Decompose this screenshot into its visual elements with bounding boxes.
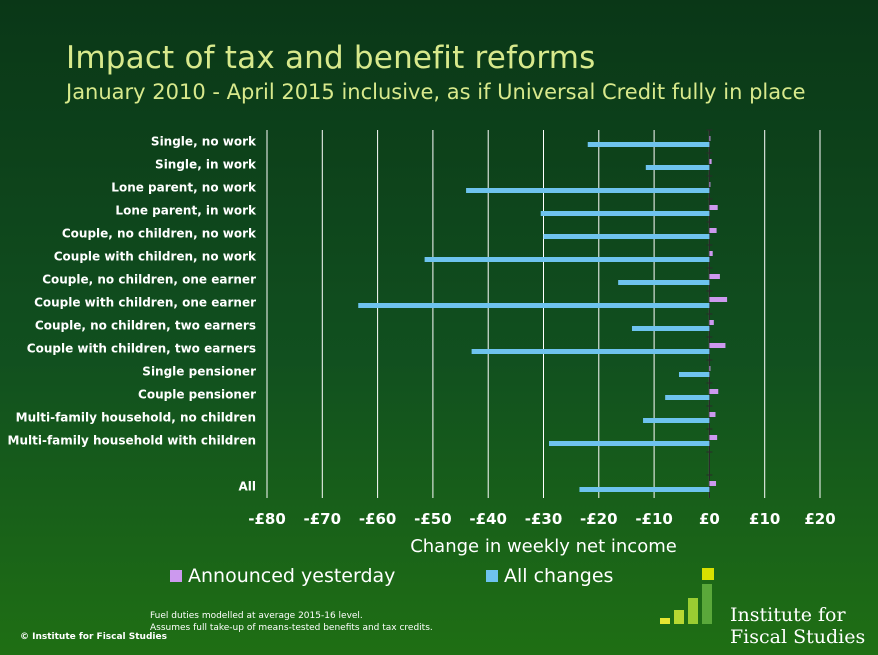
category-label: Couple with children, no work xyxy=(54,250,257,264)
bar-announced-yesterday xyxy=(709,251,713,256)
bar-all-changes xyxy=(471,349,710,354)
bar-announced-yesterday xyxy=(709,412,716,417)
x-tick-label: £0 xyxy=(699,510,720,528)
x-tick-label: £20 xyxy=(804,510,835,528)
bar-announced-yesterday xyxy=(709,136,711,141)
bar-all-changes xyxy=(466,188,710,193)
bar-announced-yesterday xyxy=(709,297,728,302)
bar-announced-yesterday xyxy=(709,228,717,233)
bar-announced-yesterday xyxy=(709,320,714,325)
legend-item-announced-yesterday: Announced yesterday xyxy=(170,565,395,587)
category-label: Couple pensioner xyxy=(138,388,256,402)
organization-name-line2: Fiscal Studies xyxy=(730,626,866,648)
category-label: All xyxy=(238,480,256,494)
organization-name: Institute for Fiscal Studies xyxy=(730,604,865,648)
x-tick-label: -£30 xyxy=(525,510,563,528)
legend-label-all-changes: All changes xyxy=(504,565,614,587)
category-label: Couple, no children, two earners xyxy=(35,319,256,333)
bar-all-changes xyxy=(665,395,710,400)
bar-announced-yesterday xyxy=(709,343,726,348)
bar-all-changes xyxy=(579,487,710,492)
x-tick-label: -£70 xyxy=(304,510,342,528)
bar-all-changes xyxy=(358,303,710,308)
category-label: Single pensioner xyxy=(142,365,256,379)
category-label: Couple, no children, no work xyxy=(62,227,257,241)
bar-all-changes xyxy=(587,142,710,147)
bar-chart: -£80 -£70 -£60 -£50 -£40 -£30 -£20 -£10 £0 £10 £20… xyxy=(8,129,835,557)
category-label: Couple, no children, one earner xyxy=(42,273,256,287)
category-label: Single, no work xyxy=(151,135,257,149)
bar-all-changes xyxy=(543,234,710,239)
x-tick-label: -£60 xyxy=(359,510,397,528)
bar-all-changes xyxy=(678,372,710,377)
footnote-take-up: Assumes full take-up of means-tested ben… xyxy=(150,623,433,633)
bar-all-changes xyxy=(549,441,710,446)
x-tick-label: -£10 xyxy=(635,510,673,528)
legend-item-all-changes: All changes xyxy=(486,565,613,587)
bar-all-changes xyxy=(424,257,710,262)
bar-announced-yesterday xyxy=(709,366,711,371)
category-label: Multi-family household with children xyxy=(8,434,256,448)
chart-subtitle: January 2010 - April 2015 inclusive, as … xyxy=(66,80,806,104)
copyright-notice: © Institute for Fiscal Studies xyxy=(20,632,167,642)
x-tick-label: -£20 xyxy=(580,510,618,528)
category-label: Single, in work xyxy=(155,158,257,172)
bar-announced-yesterday xyxy=(709,435,718,440)
chart-title: Impact of tax and benefit reforms xyxy=(66,40,596,76)
x-tick-label: -£40 xyxy=(469,510,507,528)
bar-announced-yesterday xyxy=(709,182,711,187)
organization-name-line1: Institute for xyxy=(730,604,846,626)
category-label: Multi-family household, no children xyxy=(16,411,256,425)
bar-all-changes xyxy=(631,326,710,331)
x-tick-label: -£80 xyxy=(248,510,286,528)
bar-all-changes xyxy=(643,418,710,423)
x-axis-title: Change in weekly net income xyxy=(410,536,677,557)
category-label: Couple with children, two earners xyxy=(27,342,256,356)
category-label: Lone parent, no work xyxy=(111,181,257,195)
ifs-logo-icon xyxy=(660,568,720,624)
bar-announced-yesterday xyxy=(709,159,712,164)
bar-announced-yesterday xyxy=(709,389,719,394)
x-tick-label: -£50 xyxy=(414,510,452,528)
footnote-fuel-duties: Fuel duties modelled at average 2015-16 … xyxy=(150,611,363,621)
bar-all-changes xyxy=(618,280,710,285)
legend-swatch-all-changes xyxy=(486,570,498,582)
legend-label-announced-yesterday: Announced yesterday xyxy=(188,565,396,587)
bar-announced-yesterday xyxy=(709,205,718,210)
category-label: Couple with children, one earner xyxy=(34,296,256,310)
bar-announced-yesterday xyxy=(709,481,717,486)
bar-all-changes xyxy=(540,211,710,216)
category-label: Lone parent, in work xyxy=(115,204,257,218)
bar-announced-yesterday xyxy=(709,274,720,279)
legend-swatch-announced-yesterday xyxy=(170,570,182,582)
x-tick-label: £10 xyxy=(749,510,780,528)
bar-all-changes xyxy=(645,165,710,170)
